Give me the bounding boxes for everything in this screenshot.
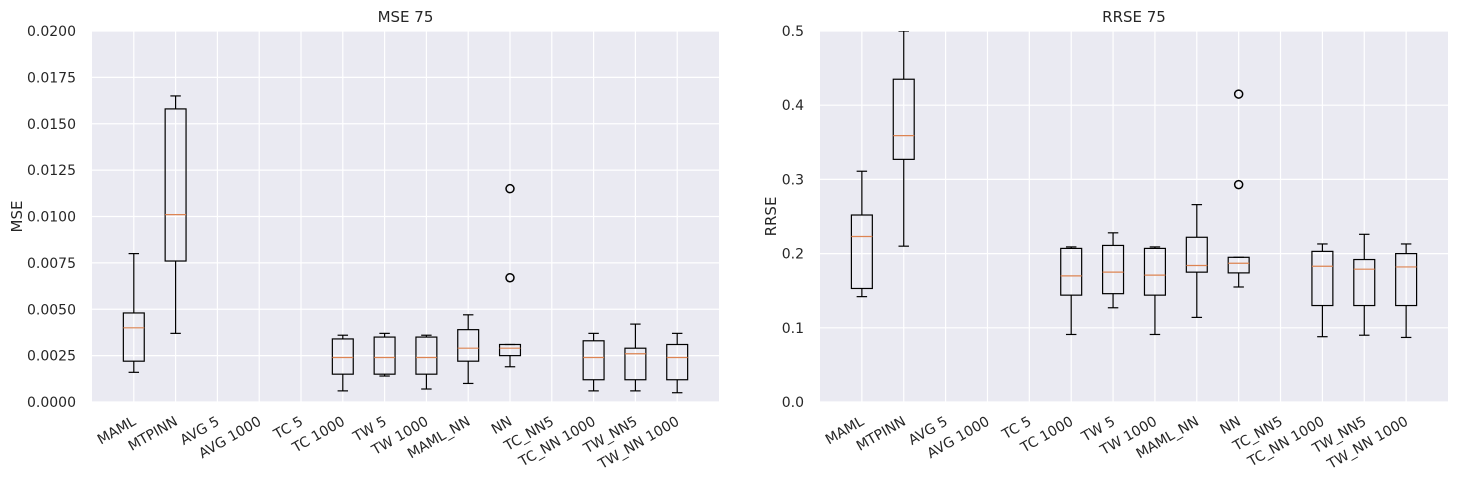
rrse-box-tw-1000	[1143, 246, 1167, 336]
rrse-box-nn	[1227, 89, 1250, 288]
outlier-point	[505, 183, 515, 194]
outlier-point	[1233, 179, 1244, 190]
rrse-box-tc-1000	[1060, 246, 1083, 336]
mse-boxes	[122, 95, 689, 394]
iqr-box	[122, 312, 145, 362]
mse-box-tw-5	[373, 332, 396, 377]
rrse-y-tick-label: 0.3	[782, 172, 804, 188]
iqr-box	[1353, 258, 1376, 307]
rrse-box-tw-5	[1101, 232, 1125, 309]
iqr-box	[1227, 256, 1250, 274]
mse-box-nn	[498, 183, 522, 368]
iqr-box	[582, 340, 605, 381]
iqr-box	[1101, 244, 1125, 295]
iqr-box	[850, 214, 873, 290]
rrse-box-mtpinn	[892, 31, 915, 247]
mse-panel: 0.0000 0.0025 0.0050 0.0075 0.0100 0.0125 0.01…	[8, 8, 719, 473]
rrse-y-tick-label: 0.0	[782, 395, 804, 411]
rrse-y-tick-label: 0.4	[782, 98, 804, 114]
rrse-plot-area	[820, 31, 1448, 402]
mse-box-tw-nn5	[624, 323, 647, 392]
iqr-box	[1395, 253, 1418, 307]
rrse-y-tick-label: 0.1	[782, 321, 804, 337]
mse-chart-title: MSE 75	[378, 8, 434, 26]
iqr-box	[624, 347, 647, 381]
outlier-point	[505, 272, 515, 283]
mse-box-mtpinn	[164, 95, 187, 334]
rrse-y-axis-label: RRSE	[762, 197, 780, 237]
mse-box-tw-1000	[415, 334, 438, 390]
mse-y-axis-label: MSE	[8, 201, 26, 233]
iqr-box	[457, 329, 480, 362]
rrse-box-maml-nn	[1185, 204, 1208, 319]
iqr-box	[415, 336, 438, 375]
iqr-box	[1060, 247, 1083, 296]
outlier-point	[1233, 89, 1244, 99]
rrse-box-tw-nn-1000	[1395, 243, 1418, 339]
mse-box-tc-nn-1000	[582, 332, 605, 392]
mse-box-maml-nn	[457, 314, 480, 385]
rrse-chart-title: RRSE 75	[1102, 8, 1166, 26]
iqr-box	[373, 336, 396, 375]
mse-y-tick-label: 0.0075	[27, 256, 76, 272]
mse-box-tc-1000	[331, 334, 354, 392]
iqr-box	[164, 108, 187, 262]
iqr-box	[331, 338, 354, 375]
rrse-boxes	[850, 31, 1418, 339]
iqr-box	[498, 343, 522, 357]
mse-y-tick-label: 0.0125	[27, 163, 76, 179]
iqr-box	[1311, 250, 1334, 307]
mse-y-tick-label: 0.0025	[27, 349, 76, 365]
mse-y-tick-label: 0.0000	[27, 395, 76, 411]
rrse-y-tick-label: 0.2	[782, 247, 804, 263]
mse-y-tick-label: 0.0200	[27, 24, 76, 40]
rrse-box-maml	[850, 170, 873, 298]
mse-y-tick-label: 0.0050	[27, 302, 76, 318]
iqr-box	[892, 78, 915, 160]
mse-y-tick-label: 0.0175	[27, 70, 76, 86]
mse-box-tw-nn-1000	[666, 332, 689, 394]
mse-box-maml	[122, 253, 145, 373]
mse-y-tick-label: 0.0150	[27, 117, 76, 133]
rrse-box-tc-nn-1000	[1311, 243, 1334, 338]
rrse-box-tw-nn5	[1353, 233, 1376, 336]
mse-y-tick-label: 0.0100	[27, 210, 76, 226]
iqr-box	[1143, 247, 1167, 296]
iqr-box	[1185, 236, 1208, 273]
rrse-y-tick-label: 0.5	[782, 24, 804, 40]
iqr-box	[666, 343, 689, 381]
